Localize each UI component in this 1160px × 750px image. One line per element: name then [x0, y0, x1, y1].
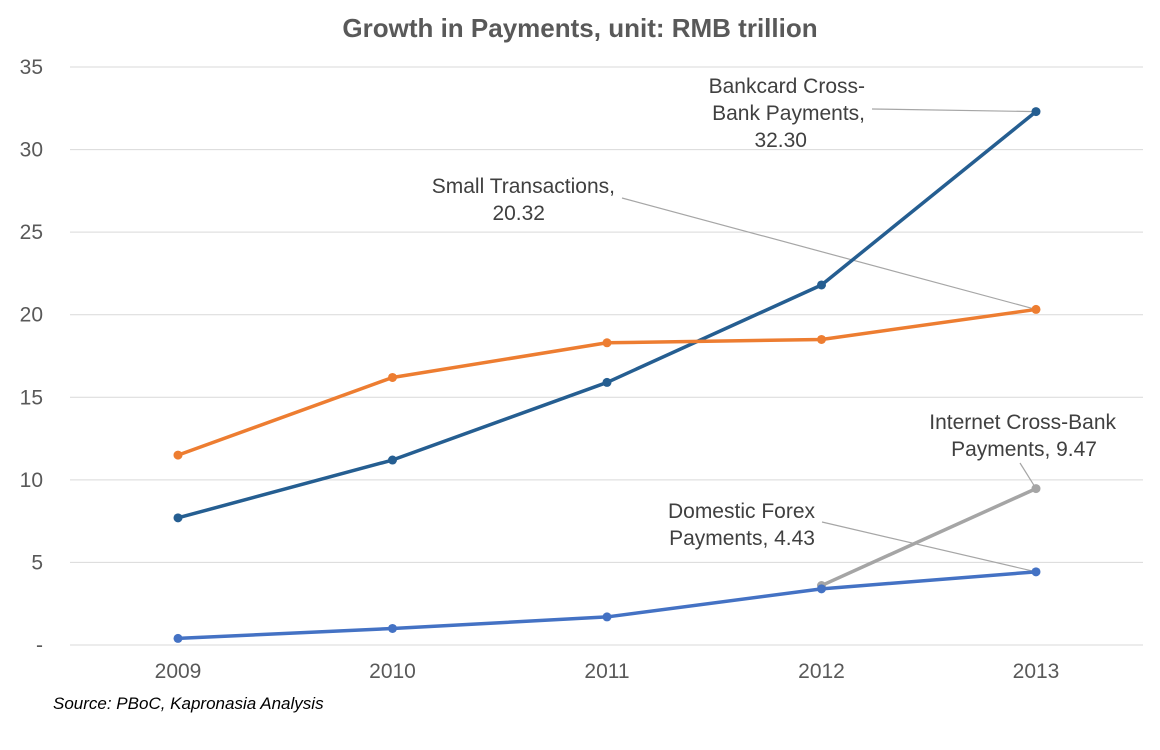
data-point-small [388, 372, 397, 382]
annotation-internet: Payments, 9.47 [951, 438, 1097, 461]
x-tick-label: 2011 [584, 660, 629, 683]
chart-title: Growth in Payments, unit: RMB trillion [342, 13, 817, 43]
data-point-small [817, 334, 826, 344]
annotation-bankcard: Bankcard Cross- [709, 75, 865, 98]
y-tick-label: 15 [20, 386, 43, 409]
y-tick-label: 25 [20, 221, 43, 244]
data-point-internet [1031, 484, 1041, 494]
series-group [173, 107, 1041, 643]
annotation-labels: Bankcard Cross- Bank Payments, 32.30 Small … [432, 75, 1117, 550]
annotation-internet: Internet Cross-Bank [929, 411, 1116, 434]
y-axis-ticks: - 5 10 15 20 25 30 35 [20, 56, 43, 657]
series-line-internet [820, 487, 1037, 588]
data-point-small [1031, 304, 1041, 314]
data-point-forex [388, 623, 397, 633]
annotation-small: 20.32 [492, 202, 545, 225]
x-tick-label: 2012 [798, 660, 845, 683]
source-note: Source: PBoC, Kapronasia Analysis [53, 694, 324, 713]
leader-line-internet [1019, 462, 1037, 489]
x-tick-label: 2013 [1013, 660, 1060, 683]
leader-line-bankcard [871, 108, 1037, 113]
y-tick-label: 20 [20, 304, 43, 327]
data-point-bankcard [173, 513, 183, 523]
annotation-bankcard: Bank Payments, [712, 102, 865, 125]
data-point-bankcard [602, 377, 612, 387]
data-point-bankcard [817, 280, 826, 290]
annotation-forex: Domestic Forex [668, 500, 816, 523]
data-point-forex [817, 584, 826, 594]
data-point-bankcard [1031, 107, 1041, 117]
gridlines [70, 66, 1143, 646]
y-tick-label: 30 [20, 139, 43, 162]
leader-line-small [621, 197, 1037, 311]
annotation-leader-lines [621, 108, 1037, 573]
data-point-forex [602, 612, 612, 622]
data-point-small [602, 338, 612, 348]
x-tick-label: 2009 [155, 660, 202, 683]
x-axis-ticks: 2009 2010 2011 2012 2013 [155, 660, 1060, 683]
data-point-forex [173, 633, 183, 643]
data-point-small [173, 450, 183, 460]
y-tick-label: 5 [31, 551, 43, 574]
data-point-bankcard [388, 455, 397, 465]
annotation-forex: Payments, 4.43 [669, 527, 815, 550]
annotation-bankcard: 32.30 [754, 129, 807, 152]
data-point-forex [1031, 567, 1041, 577]
series-line-forex [177, 570, 1037, 641]
y-tick-label: - [36, 634, 43, 657]
y-tick-label: 35 [20, 56, 43, 79]
x-tick-label: 2010 [369, 660, 416, 683]
annotation-small: Small Transactions, [432, 175, 615, 198]
y-tick-label: 10 [20, 469, 43, 492]
leader-line-forex [821, 521, 1037, 573]
